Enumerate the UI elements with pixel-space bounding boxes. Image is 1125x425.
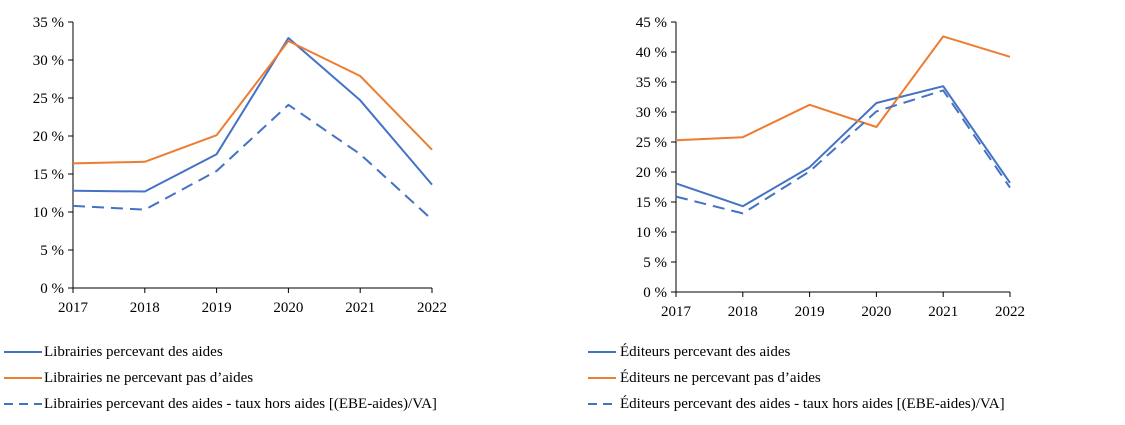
x-tick-label: 2018 <box>728 304 758 320</box>
y-tick-label: 40 % <box>636 45 667 61</box>
x-tick-label: 2020 <box>861 304 891 320</box>
x-tick-label: 2021 <box>345 300 375 316</box>
series-line-3 <box>72 103 433 221</box>
y-tick-label: 0 % <box>40 281 64 297</box>
y-tick-label: 15 % <box>636 195 667 211</box>
x-tick-label: 2020 <box>273 300 303 316</box>
y-tick-label: 20 % <box>636 165 667 181</box>
legend-label: Éditeurs ne percevant pas d’aides <box>620 370 821 386</box>
legend-label: Éditeurs percevant des aides <box>620 344 791 360</box>
x-tick-label: 2017 <box>58 300 89 316</box>
y-tick-label: 0 % <box>643 285 667 301</box>
y-tick-label: 35 % <box>33 15 64 31</box>
y-tick-label: 30 % <box>636 105 667 121</box>
y-tick-label: 35 % <box>636 75 667 91</box>
y-tick-label: 5 % <box>40 243 64 259</box>
y-tick-label: 25 % <box>33 91 64 107</box>
y-tick-label: 10 % <box>636 225 667 241</box>
legend-label: Éditeurs percevant des aides - taux hors… <box>620 396 1005 412</box>
series-line-2 <box>675 35 1011 142</box>
y-tick-label: 30 % <box>33 53 64 69</box>
series-line-1 <box>675 85 1011 208</box>
y-tick-label: 10 % <box>33 205 64 221</box>
y-tick-label: 15 % <box>33 167 64 183</box>
x-tick-label: 2019 <box>202 300 232 316</box>
legend-label: Librairies percevant des aides - taux ho… <box>44 396 437 412</box>
x-tick-label: 2022 <box>995 304 1025 320</box>
series-line-1 <box>72 37 433 193</box>
legend-label: Librairies ne percevant pas d’aides <box>44 370 254 386</box>
x-tick-label: 2022 <box>417 300 447 316</box>
x-tick-label: 2021 <box>928 304 958 320</box>
series-line-3 <box>675 89 1011 215</box>
y-tick-label: 45 % <box>636 15 667 31</box>
y-tick-label: 5 % <box>643 255 667 271</box>
x-tick-label: 2019 <box>795 304 825 320</box>
y-tick-label: 25 % <box>636 135 667 151</box>
y-tick-label: 20 % <box>33 129 64 145</box>
legend-label: Librairies percevant des aides <box>44 344 223 360</box>
series-line-2 <box>72 40 433 165</box>
x-tick-label: 2017 <box>661 304 692 320</box>
x-tick-label: 2018 <box>130 300 160 316</box>
